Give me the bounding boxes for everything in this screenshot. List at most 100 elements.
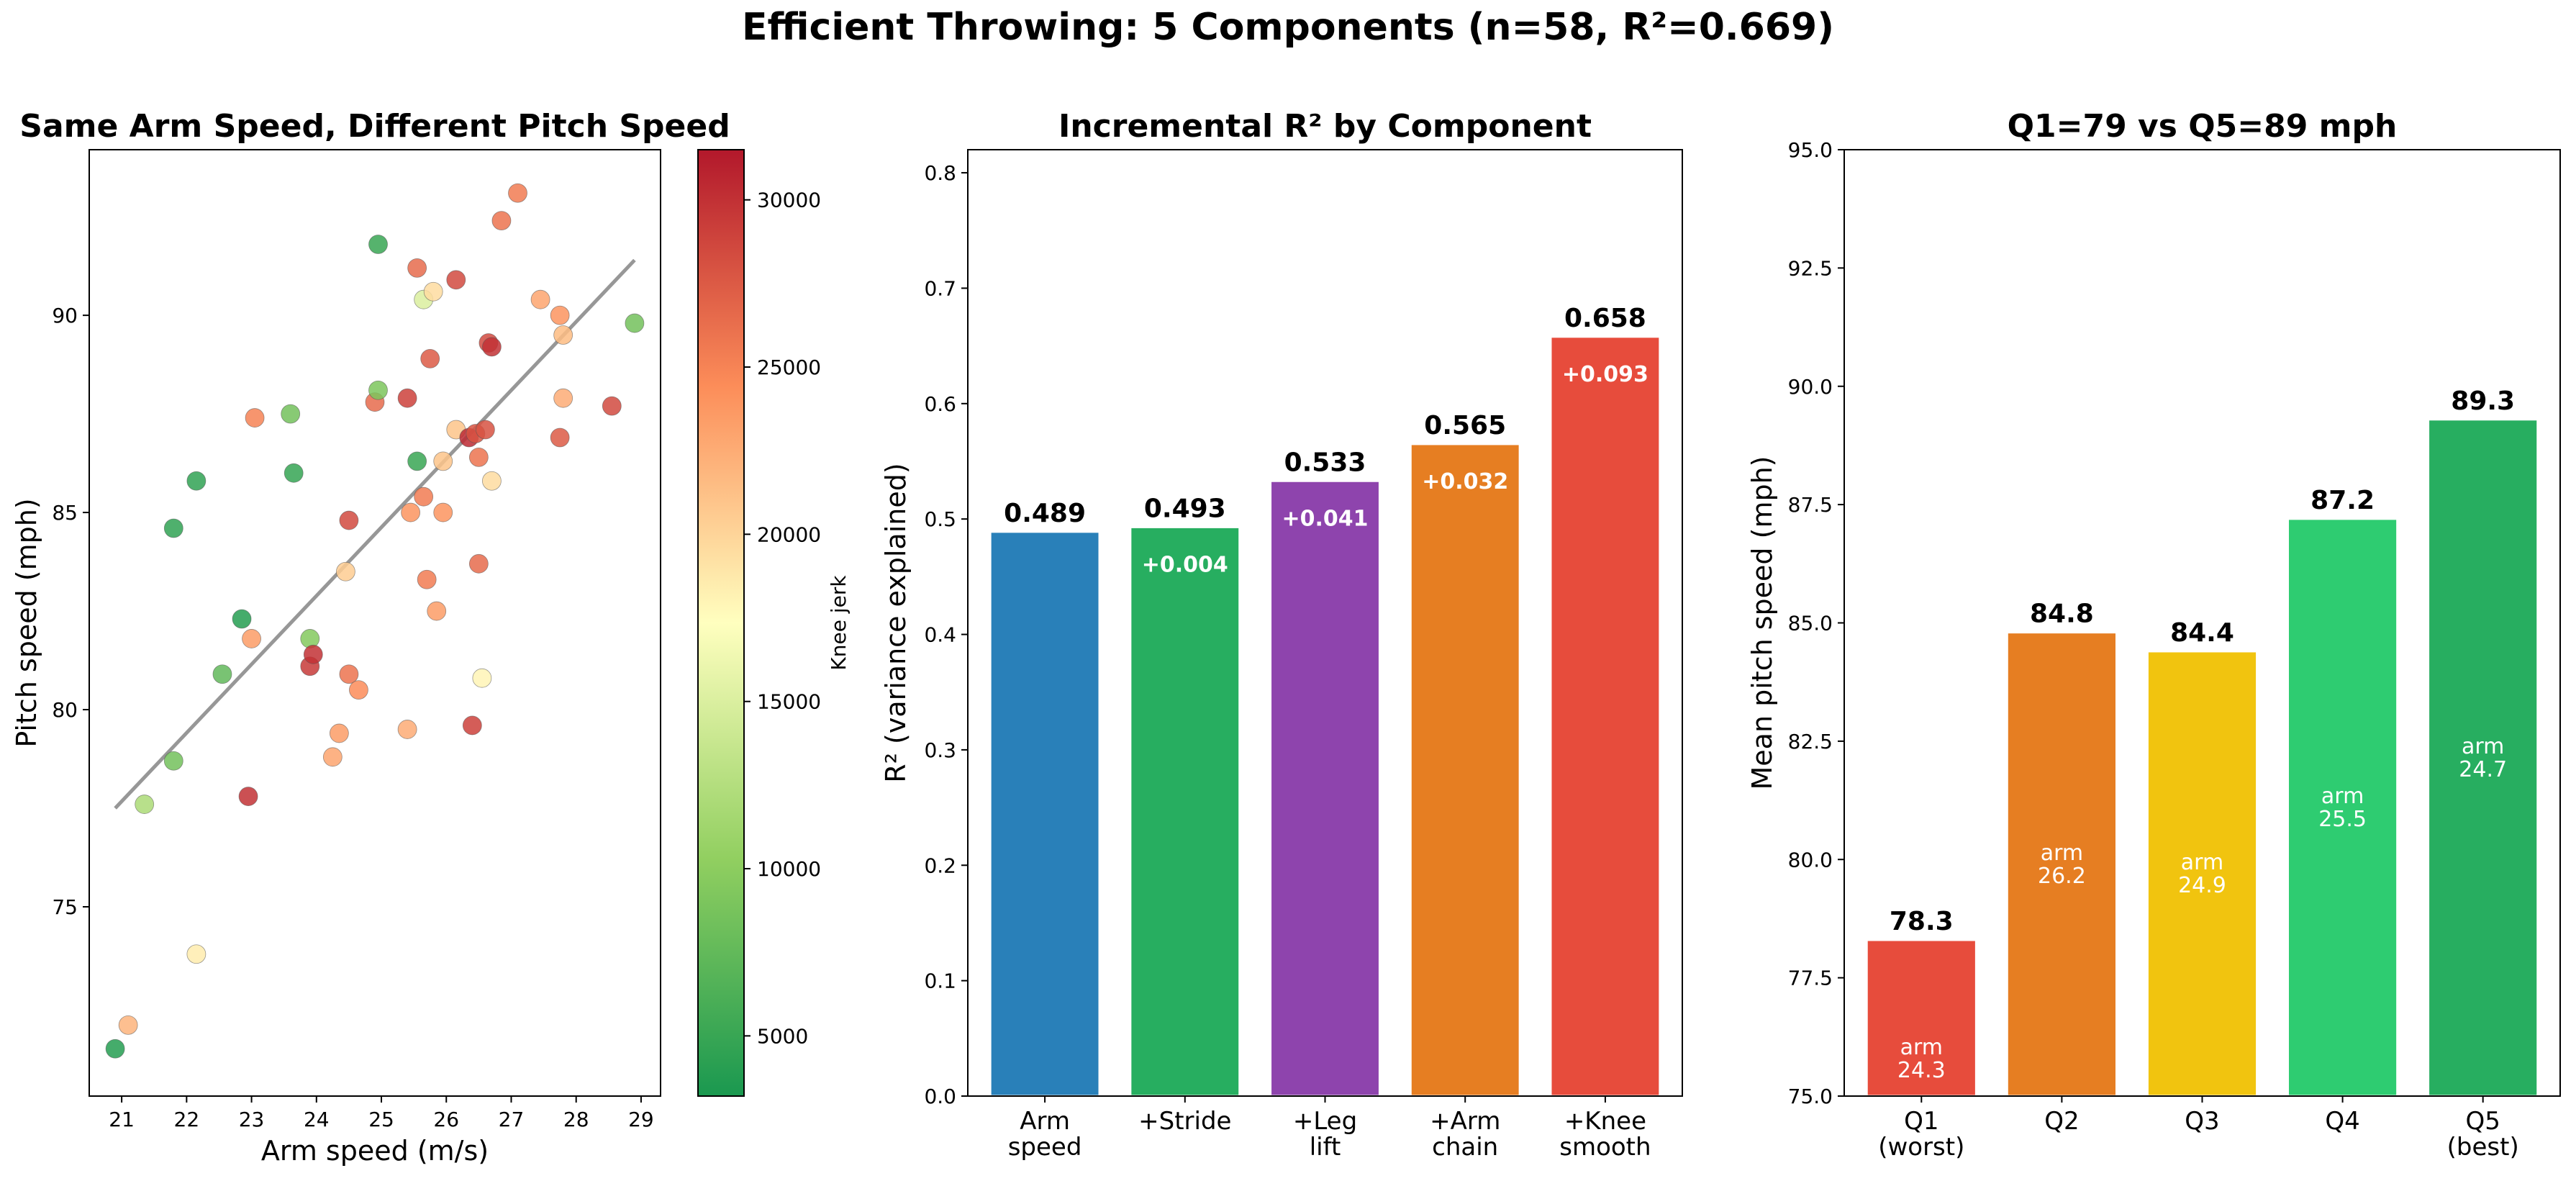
scatter-point <box>401 502 421 522</box>
scatter-point <box>482 471 502 491</box>
x-category-label: lift <box>1310 1133 1341 1162</box>
y-tick-label: 0.6 <box>924 392 956 416</box>
scatter-point <box>491 211 512 231</box>
y-tick-label: 0.7 <box>924 276 956 300</box>
scatter-point <box>105 1039 125 1059</box>
scatter-point <box>245 408 265 427</box>
y-tick-label: 95.0 <box>1788 138 1833 162</box>
colorbar-tick-label: 30000 <box>757 189 821 212</box>
figure-title: Efficient Throwing: 5 Components (n=58, … <box>742 6 1834 49</box>
bar-increment-label: +0.093 <box>1562 362 1648 387</box>
x-tick-label: 27 <box>499 1108 525 1131</box>
bar <box>1409 443 1521 1098</box>
colorbar-tick-label: 5000 <box>757 1024 808 1048</box>
scatter-point <box>414 487 434 507</box>
scatter-point <box>475 420 495 440</box>
scatter-point <box>339 664 359 684</box>
bar-arm-word: arm <box>2462 734 2504 759</box>
scatter-point <box>339 510 359 530</box>
scatter-point <box>508 183 527 203</box>
scatter-point <box>550 305 570 325</box>
scatter-point <box>433 502 453 522</box>
x-category-label: chain <box>1432 1133 1498 1162</box>
scatter-point <box>420 348 440 368</box>
x-tick-label: 22 <box>174 1108 200 1131</box>
scatter-point <box>329 723 349 743</box>
x-tick-label: 26 <box>433 1108 459 1131</box>
scatter-point <box>212 664 232 684</box>
y-tick-label: 90.0 <box>1788 375 1833 399</box>
scatter-point <box>232 609 252 629</box>
scatter-point <box>602 396 622 416</box>
bar <box>1129 525 1241 1098</box>
y-tick-label: 0.3 <box>924 738 956 762</box>
y-axis-label: R² (variance explained) <box>880 463 912 782</box>
scatter-point <box>407 451 427 471</box>
y-tick-label: 85.0 <box>1788 612 1833 635</box>
scatter-point <box>281 404 301 424</box>
y-tick-label: 92.5 <box>1788 256 1833 280</box>
x-category-label: +Leg <box>1293 1107 1357 1136</box>
scatter-point <box>238 787 258 806</box>
bar-arm-value: 24.9 <box>2178 873 2226 898</box>
y-tick-label: 0.5 <box>924 507 956 531</box>
scatter-point <box>186 471 207 491</box>
bar-arm-word: arm <box>2321 784 2364 809</box>
bar-value-label: 0.533 <box>1284 448 1366 477</box>
scatter-panel: Same Arm Speed, Different Pitch Speed 21 2… <box>11 108 851 1167</box>
scatter-point <box>368 235 388 254</box>
y-tick-label: 0.8 <box>924 161 956 185</box>
x-category-label: Q3 <box>2185 1107 2219 1136</box>
x-axis-label: Arm speed (m/s) <box>261 1135 489 1167</box>
scatter-title: Same Arm Speed, Different Pitch Speed <box>19 108 730 145</box>
bar-value-label: 89.3 <box>2451 386 2515 416</box>
scatter-point <box>163 518 183 538</box>
bar-value-label: 0.565 <box>1424 411 1506 440</box>
bar-value-label: 0.489 <box>1004 499 1086 528</box>
bar-increment-label: +0.041 <box>1282 506 1368 531</box>
y-tick-label: 0.2 <box>924 854 956 877</box>
x-category-label: smooth <box>1559 1133 1651 1162</box>
x-tick-label: 21 <box>109 1108 135 1131</box>
bar-value-label: 0.493 <box>1144 494 1226 523</box>
bar-arm-value: 24.7 <box>2459 757 2507 782</box>
x-tick-label: 25 <box>368 1108 394 1131</box>
x-category-label: +Stride <box>1138 1107 1231 1136</box>
y-tick-label: 75 <box>52 895 78 919</box>
r2-bar-panel: Incremental R² by Component 0.489 Armspeed… <box>880 108 1683 1162</box>
scatter-point <box>300 629 320 648</box>
y-axis-label: Pitch speed (mph) <box>11 498 42 747</box>
bar-value-label: 78.3 <box>1890 907 1954 936</box>
colorbar-tick-label: 25000 <box>757 356 821 379</box>
y-axis-label: Mean pitch speed (mph) <box>1746 456 1778 790</box>
scatter-point <box>397 388 417 408</box>
y-tick-label: 77.5 <box>1788 967 1833 990</box>
bar-increment-label: +0.004 <box>1142 552 1228 577</box>
bar <box>2287 517 2399 1098</box>
bar <box>989 530 1101 1098</box>
scatter-point <box>303 644 323 664</box>
bar-value-label: 87.2 <box>2310 486 2375 515</box>
scatter-point <box>472 668 492 688</box>
scatter-point <box>468 553 489 574</box>
bar <box>1549 335 1661 1098</box>
colorbar-tick-label: 20000 <box>757 522 821 546</box>
bar <box>1269 479 1381 1098</box>
scatter-point <box>322 747 343 767</box>
x-category-label: Q4 <box>2325 1107 2359 1136</box>
x-tick-label: 24 <box>304 1108 330 1131</box>
scatter-point <box>284 463 304 483</box>
bar-arm-value: 26.2 <box>2038 864 2086 889</box>
bar-arm-value: 25.5 <box>2318 807 2367 832</box>
scatter-point <box>397 720 417 739</box>
y-tick-label: 0.0 <box>924 1085 956 1108</box>
scatter-point <box>349 680 368 700</box>
y-tick-label: 87.5 <box>1788 493 1833 517</box>
x-category-label: +Arm <box>1430 1107 1500 1136</box>
bar-value-label: 84.8 <box>2030 599 2094 629</box>
bar-increment-label: +0.032 <box>1422 469 1508 494</box>
scatter-point <box>186 944 207 964</box>
x-tick-label: 23 <box>239 1108 265 1131</box>
scatter-point <box>446 270 466 290</box>
x-category-label: (best) <box>2447 1133 2519 1162</box>
